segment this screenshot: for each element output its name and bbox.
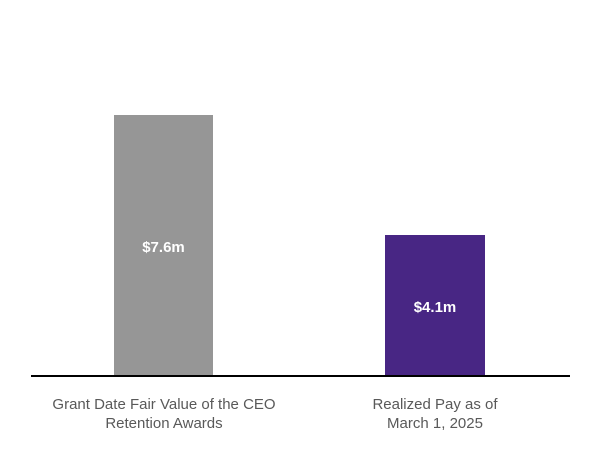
bar-value-label-grant: $7.6m — [142, 239, 185, 256]
category-label-realized-pay: Realized Pay as of March 1, 2025 — [372, 396, 498, 432]
bar-realized-pay: $4.1m — [385, 235, 485, 376]
bar-value-label-realized: $4.1m — [413, 299, 457, 316]
plot-area: $7.6m $4.1m — [31, 115, 570, 377]
bar-grant-date-fair-value: $7.6m — [114, 115, 213, 376]
category-label-grant-date: Grant Date Fair Value of the CEO Retenti… — [52, 396, 276, 432]
x-axis-line — [31, 375, 570, 377]
